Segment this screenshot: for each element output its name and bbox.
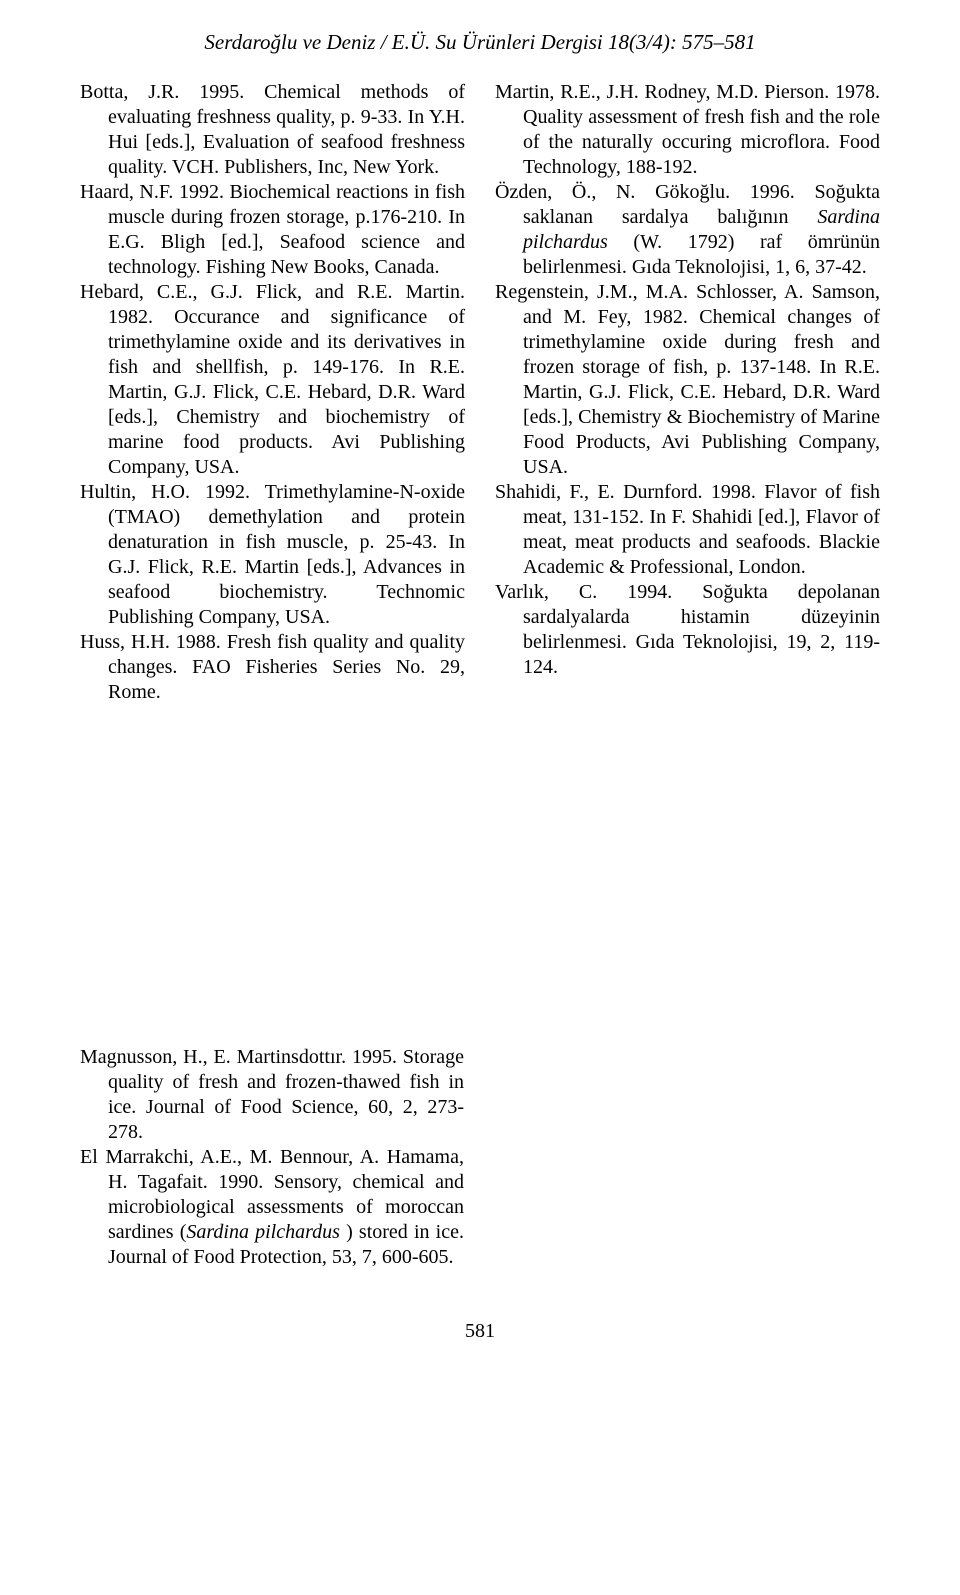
left-column: Botta, J.R. 1995. Chemical methods of ev… xyxy=(80,80,465,705)
page-number: 581 xyxy=(80,1320,880,1343)
reference-entry: Varlık, C. 1994. Soğukta depolanan sarda… xyxy=(495,580,880,680)
lower-reference-block: Magnusson, H., E. Martinsdottır. 1995. S… xyxy=(80,1045,464,1270)
reference-entry: Martin, R.E., J.H. Rodney, M.D. Pierson.… xyxy=(495,80,880,180)
reference-entry: Özden, Ö., N. Gökoğlu. 1996. Soğukta sak… xyxy=(495,180,880,280)
page-container: Serdaroğlu ve Deniz / E.Ü. Su Ürünleri D… xyxy=(0,0,960,1383)
reference-entry: Magnusson, H., E. Martinsdottır. 1995. S… xyxy=(80,1045,464,1145)
reference-entry: Huss, H.H. 1988. Fresh fish quality and … xyxy=(80,630,465,705)
reference-entry: Hebard, C.E., G.J. Flick, and R.E. Marti… xyxy=(80,280,465,480)
running-header: Serdaroğlu ve Deniz / E.Ü. Su Ürünleri D… xyxy=(80,30,880,55)
reference-entry: El Marrakchi, A.E., M. Bennour, A. Hamam… xyxy=(80,1145,464,1270)
two-column-body: Botta, J.R. 1995. Chemical methods of ev… xyxy=(80,80,880,705)
reference-entry: Shahidi, F., E. Durnford. 1998. Flavor o… xyxy=(495,480,880,580)
right-column: Martin, R.E., J.H. Rodney, M.D. Pierson.… xyxy=(495,80,880,705)
reference-entry: Haard, N.F. 1992. Biochemical reactions … xyxy=(80,180,465,280)
reference-entry: Regenstein, J.M., M.A. Schlosser, A. Sam… xyxy=(495,280,880,480)
reference-entry: Botta, J.R. 1995. Chemical methods of ev… xyxy=(80,80,465,180)
reference-entry: Hultin, H.O. 1992. Trimethylamine-N-oxid… xyxy=(80,480,465,630)
